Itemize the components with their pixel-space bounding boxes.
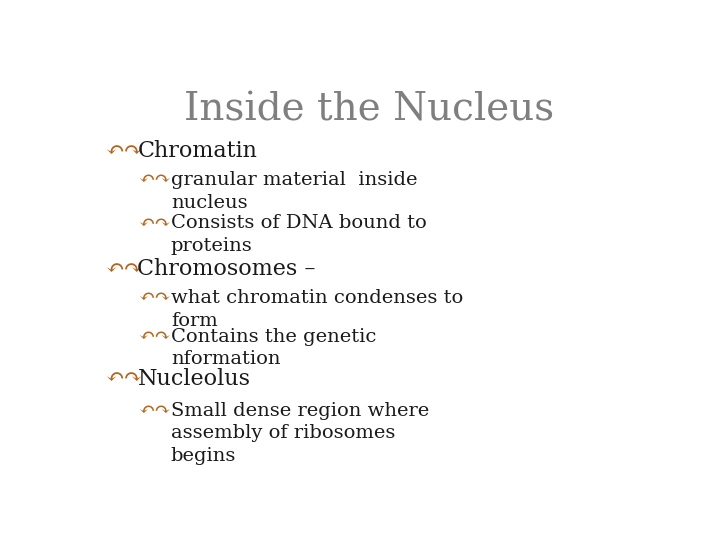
Text: ↶↷: ↶↷ (138, 214, 171, 233)
Text: Chromosomes –: Chromosomes – (138, 258, 316, 280)
Text: Small dense region where
assembly of ribosomes
begins: Small dense region where assembly of rib… (171, 402, 429, 465)
Text: ↶↷: ↶↷ (138, 328, 171, 346)
FancyBboxPatch shape (84, 60, 654, 485)
Text: Consists of DNA bound to
proteins: Consists of DNA bound to proteins (171, 214, 427, 255)
Text: ↶↷: ↶↷ (138, 289, 171, 307)
Text: Inside the Nucleus: Inside the Nucleus (184, 92, 554, 129)
Text: Contains the genetic
nformation: Contains the genetic nformation (171, 328, 377, 368)
Text: Nucleolus: Nucleolus (138, 368, 251, 389)
Text: what chromatin condenses to
form: what chromatin condenses to form (171, 289, 463, 330)
Text: granular material  inside
nucleus: granular material inside nucleus (171, 171, 418, 212)
Text: ↶↷: ↶↷ (138, 402, 171, 420)
Text: Chromatin: Chromatin (138, 140, 257, 161)
Text: ↶↷: ↶↷ (105, 368, 143, 389)
Text: ↶↷: ↶↷ (105, 140, 143, 161)
Text: ↶↷: ↶↷ (105, 258, 143, 280)
Text: ↶↷: ↶↷ (138, 171, 171, 189)
